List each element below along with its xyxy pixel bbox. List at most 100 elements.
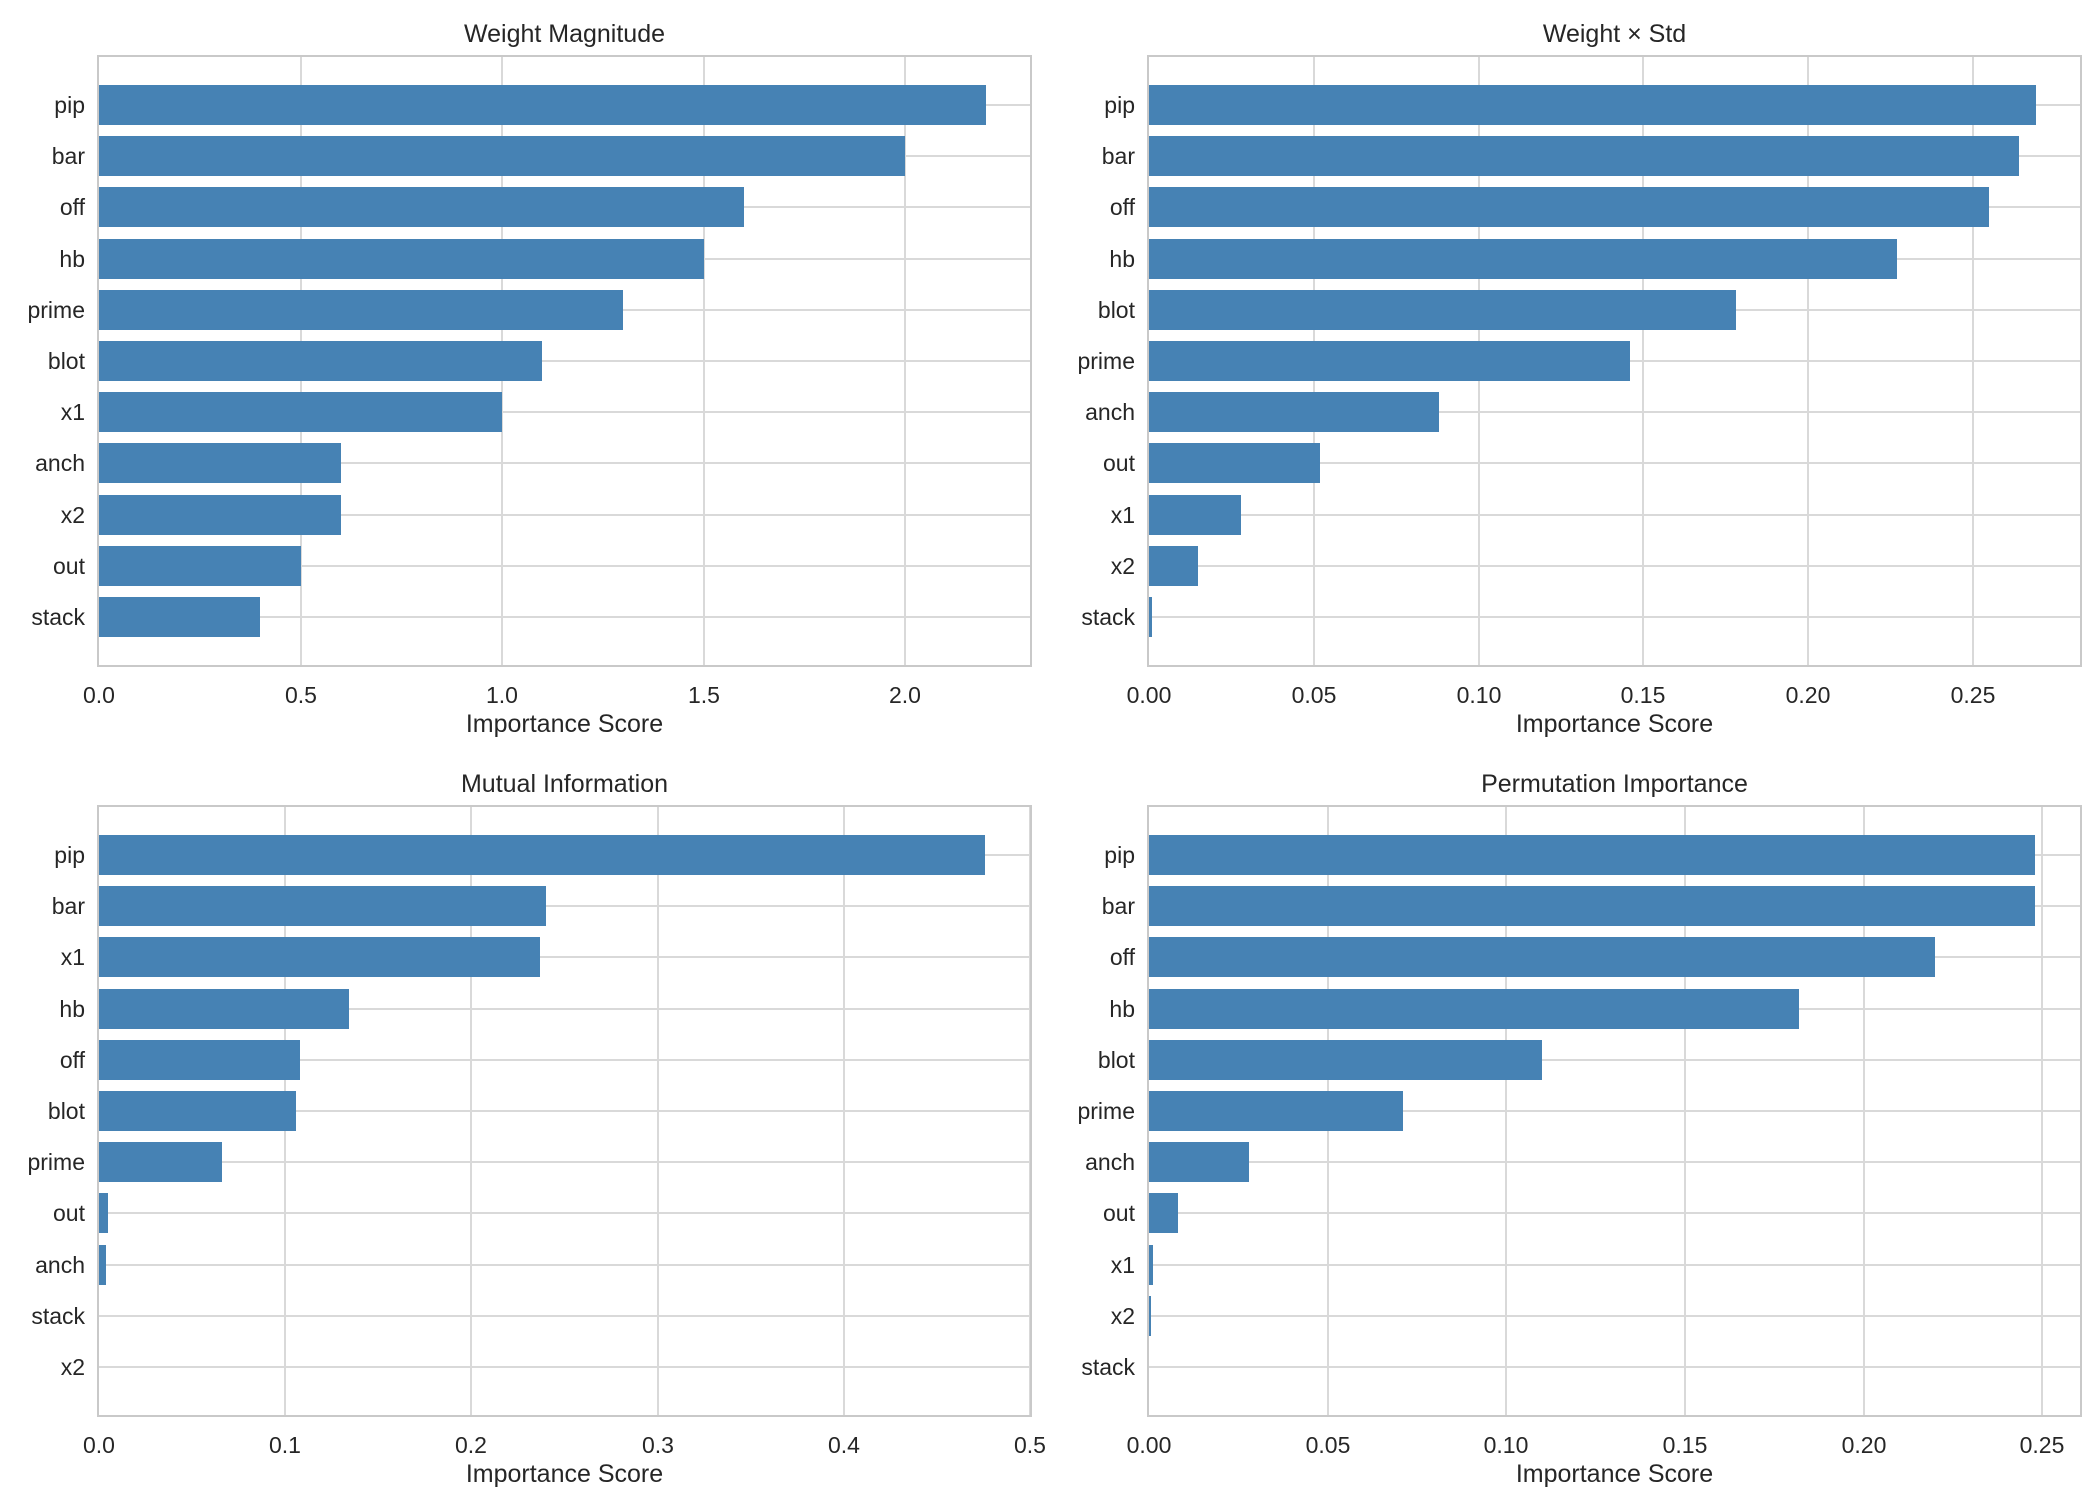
- gridline-y: [99, 615, 1030, 618]
- gridline-y: [99, 1007, 1030, 1010]
- y-tick-label: off: [1109, 944, 1135, 970]
- bar-x2: [1149, 1296, 1151, 1336]
- bar-bar: [99, 886, 546, 926]
- y-tick-label: hb: [59, 246, 85, 272]
- y-tick-label: anch: [35, 450, 85, 476]
- x-tick-label: 0.15: [1662, 1432, 1708, 1458]
- chart-title: Weight Magnitude: [463, 20, 666, 48]
- chart-weight-x-std: Weight × Std Importance Score pip bar off h…: [1050, 0, 2100, 750]
- y-tick-label: bar: [1101, 143, 1135, 169]
- x-axis-label: Importance Score: [465, 1460, 664, 1488]
- x-axis-label: Importance Score: [1515, 710, 1714, 738]
- gridline-y: [99, 956, 1030, 959]
- gridline-y: [1149, 1110, 2080, 1112]
- bar-stack: [1149, 597, 1152, 637]
- bar-prime: [1149, 1091, 1403, 1131]
- gridline-y: [1149, 1365, 2080, 1368]
- y-tick-label: hb: [1109, 996, 1135, 1022]
- y-tick-label: prime: [27, 1149, 85, 1175]
- chart-title: Permutation Importance: [1481, 770, 1748, 798]
- y-tick-label: hb: [59, 996, 85, 1022]
- y-tick-label: bar: [51, 143, 85, 169]
- chart-title: Mutual Information: [460, 770, 669, 798]
- bar-stack: [99, 597, 260, 637]
- plot-area: [97, 805, 1032, 1417]
- bar-x1: [1149, 1245, 1153, 1285]
- y-tick-label: pip: [54, 92, 85, 118]
- y-tick-label: anch: [1085, 399, 1135, 425]
- y-tick-label: stack: [31, 604, 85, 630]
- x-tick-label: 0.4: [828, 1432, 860, 1458]
- y-tick-label: out: [53, 1200, 85, 1226]
- gridline-y: [99, 905, 1030, 908]
- bar-hb: [99, 989, 349, 1029]
- bar-prime: [1149, 341, 1630, 381]
- y-tick-label: anch: [35, 1252, 85, 1278]
- gridline-y: [99, 1110, 1030, 1112]
- x-tick-label: 0.10: [1456, 682, 1502, 708]
- x-tick-label: 0.25: [1950, 682, 1996, 708]
- y-tick-label: x2: [1110, 553, 1135, 579]
- y-tick-label: off: [1109, 194, 1135, 220]
- bar-x2: [99, 495, 341, 535]
- y-tick-label: off: [59, 194, 85, 220]
- gridline-y: [99, 462, 1030, 465]
- bar-bar: [1149, 886, 2035, 926]
- gridline-y: [1149, 411, 2080, 414]
- x-tick-label: 0.15: [1620, 682, 1666, 708]
- gridline-y: [99, 411, 1030, 414]
- y-tick-label: pip: [54, 842, 85, 868]
- plot-area: [1147, 55, 2082, 667]
- gridline-y: [1149, 1263, 2080, 1266]
- y-tick-label: stack: [1081, 604, 1135, 630]
- x-tick-label: 0.0: [83, 1432, 115, 1458]
- bar-prime: [99, 1142, 222, 1182]
- x-axis-label: Importance Score: [1515, 1460, 1714, 1488]
- chart-weight-magnitude: Weight Magnitude Importance Score pip bar…: [0, 0, 1050, 750]
- gridline-y: [99, 1365, 1030, 1368]
- y-tick-label: x2: [1110, 1303, 1135, 1329]
- x-tick-label: 0.00: [1126, 1432, 1172, 1458]
- x-tick-label: 0.20: [1841, 1432, 1887, 1458]
- gridline-y: [99, 1161, 1030, 1164]
- y-tick-label: stack: [31, 1303, 85, 1329]
- bar-anch: [1149, 392, 1439, 432]
- y-tick-label: prime: [1077, 348, 1135, 374]
- gridline-y: [1149, 1212, 2080, 1215]
- gridline-y: [1149, 1058, 2080, 1061]
- gridline-y: [1149, 564, 2080, 567]
- gridline-y: [99, 360, 1030, 362]
- bar-out: [99, 1193, 108, 1233]
- gridline-y: [1149, 462, 2080, 465]
- y-tick-label: pip: [1104, 92, 1135, 118]
- y-tick-label: blot: [1097, 297, 1135, 323]
- x-tick-label: 0.0: [83, 682, 115, 708]
- bar-hb: [1149, 989, 1799, 1029]
- bar-anch: [1149, 1142, 1249, 1182]
- plot-area: [97, 55, 1032, 667]
- bar-off: [1149, 937, 1935, 977]
- x-tick-label: 0.2: [455, 1432, 487, 1458]
- y-tick-label: bar: [51, 893, 85, 919]
- x-tick-label: 1.5: [688, 682, 720, 708]
- y-tick-label: pip: [1104, 842, 1135, 868]
- bar-out: [1149, 1193, 1178, 1233]
- gridline-y: [99, 513, 1030, 516]
- bar-anch: [99, 443, 341, 483]
- x-tick-label: 0.20: [1785, 682, 1831, 708]
- y-tick-label: out: [53, 553, 85, 579]
- gridline-y: [99, 1212, 1030, 1215]
- gridline-y: [99, 564, 1030, 567]
- x-tick-label: 0.10: [1483, 1432, 1529, 1458]
- gridline-y: [1149, 513, 2080, 516]
- x-tick-label: 0.3: [642, 1432, 674, 1458]
- y-tick-label: x1: [60, 399, 85, 425]
- y-tick-label: x1: [60, 944, 85, 970]
- chart-mutual-information: Mutual Information Importance Score pip b…: [0, 750, 1050, 1500]
- x-axis-label: Importance Score: [465, 710, 664, 738]
- bar-blot: [1149, 290, 1736, 330]
- x-tick-label: 1.0: [486, 682, 518, 708]
- bar-off: [99, 1040, 300, 1080]
- x-tick-label: 0.00: [1126, 682, 1172, 708]
- chart-permutation-importance: Permutation Importance Importance Score …: [1050, 750, 2100, 1500]
